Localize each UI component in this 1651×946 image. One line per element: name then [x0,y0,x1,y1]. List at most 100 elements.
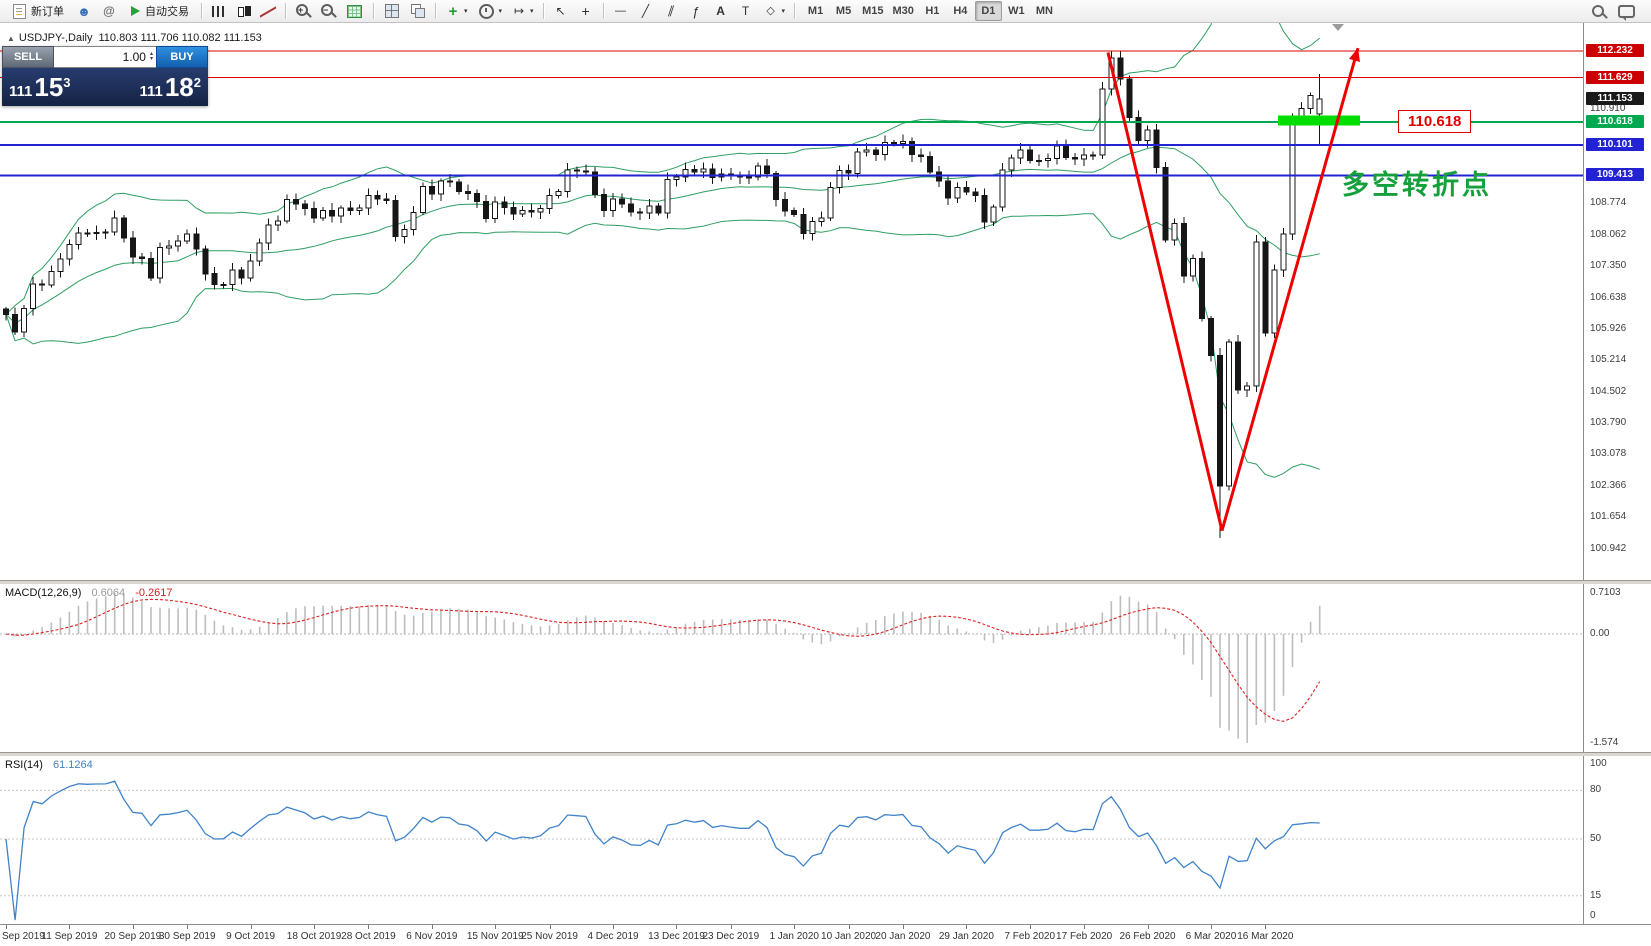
grid-button[interactable] [341,1,368,21]
time-axis-tick [314,925,316,929]
text-tool-button[interactable] [709,1,733,21]
toolbar-separator [542,3,544,19]
bar-chart-button[interactable] [207,1,230,21]
timeframe-button-h1[interactable]: H1 [919,1,946,21]
cascade-windows-button[interactable] [406,1,430,21]
bid-pip-digit: 3 [63,74,71,90]
macd-canvas [0,593,1583,743]
label-tool-button[interactable] [734,1,758,21]
macd-scale-label: 0.00 [1590,627,1610,639]
fibonacci-tool-button[interactable] [684,1,708,21]
timeframe-button-m1[interactable]: M1 [802,1,829,21]
hline-tool-button[interactable] [609,1,633,21]
price-scale-label: 101.654 [1590,511,1627,523]
time-axis-label: 10 Jan 2020 [821,931,877,942]
chevron-down-icon [782,7,786,15]
time-axis-tick [1210,925,1212,929]
new-order-icon [13,3,26,19]
new-order-button[interactable]: 新订单 [4,1,71,21]
channel-icon [663,3,679,19]
chart-window: 110.910 108.774 108.062 107.350 106.638 105.9… [0,23,1651,946]
trade-panel-prices: 111 15 3 111 18 2 [2,68,208,106]
line-chart-button[interactable] [256,1,280,21]
trendline-tool-button[interactable] [634,1,658,21]
price-level-annotation[interactable]: 110.618 [1398,110,1472,134]
price-scale-label: 105.926 [1590,322,1627,334]
timeframe-button-m30[interactable]: M30 [888,1,917,21]
ask-main-digits: 18 [164,71,194,102]
community-button[interactable] [72,1,96,21]
time-axis-label: 13 Dec 2019 [648,931,705,942]
period-button[interactable] [473,1,507,21]
lot-size-input[interactable]: 1.00 [54,46,156,68]
lot-decrease-button[interactable] [150,57,153,62]
autotrading-play-icon [131,6,140,16]
shapes-tool-button[interactable] [759,1,790,21]
price-level-badge: 109.413 [1586,168,1644,182]
chinese-note-annotation[interactable]: 多空转折点 [1342,170,1492,201]
rsi-panel[interactable]: 100 80 50 15 0 RSI(14) 61.1264 [0,756,1651,924]
panel-separator[interactable] [0,580,1651,584]
sell-button[interactable]: SELL [2,46,54,68]
label-icon [738,3,754,19]
price-scale[interactable]: 110.910 108.774 108.062 107.350 106.638 105.9… [1583,23,1651,580]
text-icon [713,3,729,19]
candlestick-chart-button[interactable] [231,1,255,21]
macd-scale[interactable]: 0.7103 0.00 -1.574 [1583,584,1651,752]
rsi-scale-label: 50 [1590,833,1602,844]
buy-button[interactable]: BUY [156,46,208,68]
candlestick-icon [235,3,251,19]
tile-windows-button[interactable] [379,1,405,21]
chat-button[interactable] [1614,1,1639,21]
macd-scale-label: 0.7103 [1590,587,1621,598]
bid-price: 111 15 3 [9,72,71,103]
time-axis-label: 4 Dec 2019 [587,931,639,942]
time-axis-tick [966,925,968,929]
timeframe-toolbar: M1 M5 M15 M30 H1 H4 D1 W1 MN [802,1,1058,21]
time-axis-tick [6,925,7,929]
zoom-in-button[interactable] [291,1,315,21]
ask-pip-digit: 2 [193,74,201,90]
toolbar-separator [285,3,286,19]
email-button[interactable] [97,1,121,21]
price-chart-panel[interactable]: 110.910 108.774 108.062 107.350 106.638 105.9… [0,23,1651,580]
autotrading-button[interactable]: 自动交易 [122,1,196,21]
time-axis-tick [1265,925,1267,929]
chart-ohlc-values: 110.803 111.706 110.082 111.153 [98,32,262,44]
cursor-button[interactable] [549,1,573,21]
profiles-button[interactable] [441,1,472,21]
price-chart-canvas [0,23,1583,539]
rsi-name: RSI(14) [5,759,43,771]
zoom-out-button[interactable] [316,1,340,21]
timeframe-button-m15[interactable]: M15 [858,1,887,21]
timeframe-button-h4[interactable]: H4 [947,1,974,21]
user-icon [76,3,92,19]
time-axis-label: 16 Mar 2020 [1237,931,1294,942]
rsi-scale[interactable]: 100 80 50 15 0 [1583,756,1651,924]
time-axis-tick [613,925,615,929]
time-axis[interactable]: Sep 2019 11 Sep 2019 20 Sep 2019 30 Sep 201… [0,924,1651,946]
timeframe-button-d1[interactable]: D1 [974,1,1002,21]
price-scale-label: 100.942 [1590,542,1627,554]
trade-panel-collapse-arrow[interactable]: ▲ [7,34,15,43]
templates-button[interactable] [507,1,538,21]
time-axis-label: Sep 2019 [2,931,45,942]
channel-tool-button[interactable] [659,1,683,21]
crosshair-icon [578,3,594,19]
time-axis-label: 7 Feb 2020 [1004,931,1056,942]
shapes-icon [763,3,779,19]
time-axis-tick [848,925,850,929]
price-level-badge: 112.232 [1586,44,1644,58]
autotrading-label: 自动交易 [145,6,189,18]
timeframe-button-w1[interactable]: W1 [1003,1,1030,21]
crosshair-button[interactable] [574,1,598,21]
macd-panel[interactable]: 0.7103 0.00 -1.574 MACD(12,26,9) 0.6064 -0… [0,584,1651,752]
timeframe-button-m5[interactable]: M5 [830,1,857,21]
timeframe-button-mn[interactable]: MN [1031,1,1058,21]
panel-separator[interactable] [0,752,1651,756]
time-axis-tick [431,925,433,929]
price-level-badge: 111.153 [1586,91,1644,105]
chart-shift-marker[interactable] [1332,24,1344,31]
bid-main-digits: 15 [34,71,64,102]
search-button[interactable] [1587,1,1610,21]
